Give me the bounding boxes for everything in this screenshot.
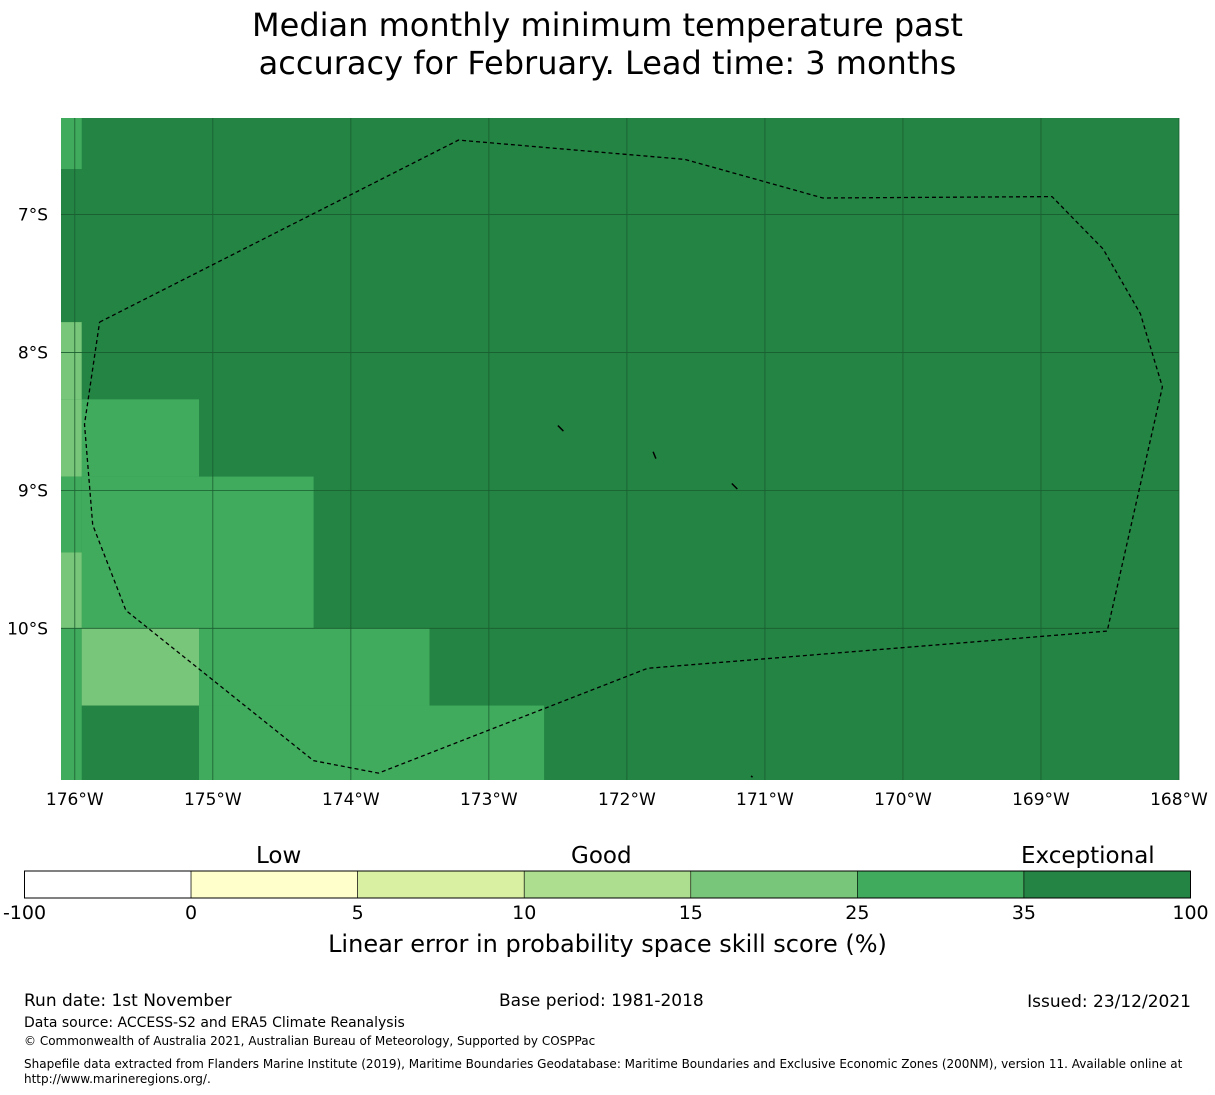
colorbar-tick-label: 5 xyxy=(351,902,364,924)
grid-cell xyxy=(81,399,200,477)
base-period: Base period: 1981-2018 xyxy=(499,991,704,1011)
eez-boundary xyxy=(83,139,1164,774)
grid-cell xyxy=(199,628,430,706)
grid-cell xyxy=(61,322,82,400)
lon-tick-label: 175°W xyxy=(184,790,242,810)
grid-cell xyxy=(61,399,82,477)
axis-tick-labels: 176°W 175°W 174°W 173°W 172°W 171°W 170°W 169°W… xyxy=(7,206,1208,810)
colorbar-tick-label: 35 xyxy=(1011,902,1037,924)
colorbar-tick-label: 15 xyxy=(678,902,703,924)
grid-cell xyxy=(199,705,545,780)
colorbar xyxy=(24,870,1191,899)
lon-tick-label: 168°W xyxy=(1150,790,1208,810)
colorbar-tick-label: 0 xyxy=(185,902,198,924)
lat-tick-label: 7°S xyxy=(18,206,48,226)
island-layer xyxy=(557,425,754,778)
colorbar-segment xyxy=(357,870,525,899)
lat-tick-label: 10°S xyxy=(7,619,48,639)
colorbar-segment xyxy=(857,870,1025,899)
issued-date: Issued: 23/12/2021 xyxy=(1027,992,1191,1012)
colorbar-frame xyxy=(24,870,1191,899)
grid-cell xyxy=(61,628,82,780)
shapefile-credit-line-2: http://www.marineregions.org/. xyxy=(24,1072,211,1086)
skill-cells xyxy=(61,118,1179,780)
lon-tick-label: 174°W xyxy=(322,790,380,810)
lat-tick-label: 9°S xyxy=(18,481,48,501)
grid-cell xyxy=(61,552,82,629)
title-line-2: accuracy for February. Lead time: 3 mont… xyxy=(258,44,957,82)
map-title: Median monthly minimum temperature past … xyxy=(0,6,1215,82)
grid-cell xyxy=(61,476,82,553)
grid-cell xyxy=(81,628,200,706)
shapefile-credit-line-1: Shapefile data extracted from Flanders M… xyxy=(24,1057,1183,1071)
island xyxy=(731,482,738,490)
colorbar-tick-label: 25 xyxy=(845,902,870,924)
colorbar-segment xyxy=(523,870,692,899)
lat-tick-label: 8°S xyxy=(18,343,48,363)
lon-tick-label: 176°W xyxy=(46,790,104,810)
colorbar-segment xyxy=(190,870,358,899)
grid-cell xyxy=(61,118,82,170)
lon-tick-label: 172°W xyxy=(598,790,656,810)
colorbar-good-label: Good xyxy=(571,843,632,869)
graticule xyxy=(61,118,1180,780)
lon-tick-label: 170°W xyxy=(874,790,932,810)
data-source: Data source: ACCESS-S2 and ERA5 Climate … xyxy=(24,1015,405,1031)
colorbar-segment xyxy=(1023,870,1191,899)
skill-map: 176°W 175°W 174°W 173°W 172°W 171°W 170°W 169°W… xyxy=(7,118,1208,810)
colorbar-axis-label: Linear error in probability space skill … xyxy=(328,930,887,958)
eez-boundary-layer xyxy=(83,139,1164,774)
island xyxy=(750,775,754,778)
colorbar-segment xyxy=(690,870,858,899)
colorbar-low-label: Low xyxy=(256,843,302,869)
colorbar-tick-label: -100 xyxy=(2,902,47,924)
island xyxy=(557,425,564,432)
title-line-1: Median monthly minimum temperature past xyxy=(252,6,963,44)
lon-tick-label: 169°W xyxy=(1012,790,1070,810)
colorbar-exceptional-label: Exceptional xyxy=(1021,843,1155,869)
colorbar-tick-label: 100 xyxy=(1172,902,1209,924)
copyright: © Commonwealth of Australia 2021, Austra… xyxy=(24,1034,596,1048)
lon-tick-label: 171°W xyxy=(736,790,794,810)
colorbar-segment xyxy=(24,870,192,899)
island xyxy=(652,451,657,459)
run-date: Run date: 1st November xyxy=(24,991,232,1011)
grid-cell xyxy=(81,476,314,629)
lon-tick-label: 173°W xyxy=(460,790,518,810)
colorbar-tick-label: 10 xyxy=(512,902,537,924)
